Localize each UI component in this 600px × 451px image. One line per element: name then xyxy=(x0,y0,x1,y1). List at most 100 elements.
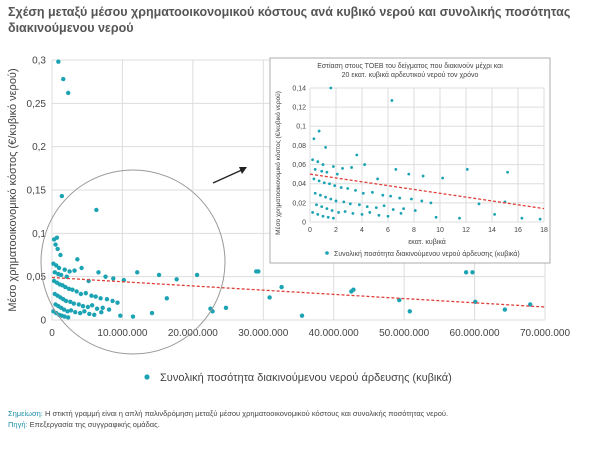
main-data-point xyxy=(76,302,81,307)
main-x-tick-label: 70.000.000 xyxy=(520,328,570,339)
main-data-point xyxy=(61,307,67,312)
inset-data-point xyxy=(319,193,322,197)
inset-x-tick-label: 4 xyxy=(360,227,364,234)
main-data-point xyxy=(58,272,64,278)
inset-y-tick-label: 0,04 xyxy=(292,181,306,188)
inset-data-point xyxy=(312,137,316,141)
main-legend-label: Συνολική ποσότητα διακινούμενου νερού άρ… xyxy=(160,372,452,384)
main-x-tick-label: 0 xyxy=(49,328,55,339)
main-data-point xyxy=(98,296,103,301)
inset-data-point xyxy=(429,201,433,205)
inset-data-point xyxy=(398,196,402,200)
main-data-point xyxy=(79,265,84,271)
main-x-tick-label: 30.000.000 xyxy=(238,328,288,339)
main-data-point xyxy=(62,267,67,272)
main-data-point xyxy=(70,287,75,292)
main-data-point xyxy=(164,296,169,301)
main-data-point xyxy=(156,272,162,278)
inset-title-line-2: 20 εκατ. κυβικά αρδευτικού νερού τον χρό… xyxy=(342,71,479,79)
inset-y-tick-label: 0,08 xyxy=(292,143,306,150)
main-data-point xyxy=(67,269,72,274)
main-x-tick-label: 10.000.000 xyxy=(97,328,147,339)
main-data-point xyxy=(71,301,77,306)
main-data-point xyxy=(68,308,74,313)
main-data-point xyxy=(104,297,110,302)
inset-data-point xyxy=(316,160,320,164)
main-data-point xyxy=(72,268,77,273)
main-data-point xyxy=(68,299,73,304)
main-data-point xyxy=(75,257,80,262)
main-data-point xyxy=(82,309,87,314)
inset-data-point xyxy=(342,200,346,204)
inset-data-point xyxy=(390,99,394,102)
main-y-tick-label: 0,1 xyxy=(32,229,46,240)
inset-data-point xyxy=(477,202,481,206)
inset-data-point xyxy=(325,170,329,174)
main-data-point xyxy=(407,309,412,314)
inset-x-tick-label: 6 xyxy=(386,227,390,234)
main-y-axis-label: Μέσο χρηματοοικονομικό κόστος (€/κυβικό … xyxy=(7,68,19,311)
inset-x-tick-label: 10 xyxy=(436,227,444,234)
source-text: Επεξεργασία της συγγραφικής ομάδας. xyxy=(27,420,160,429)
inset-data-point xyxy=(333,184,337,188)
main-y-tick-label: 0 xyxy=(40,316,46,327)
inset-data-point xyxy=(399,211,403,215)
inset-data-point xyxy=(313,191,317,195)
inset-legend-label: Συνολική ποσότητα διακινούμενου νερού άρ… xyxy=(334,250,520,258)
inset-data-point xyxy=(413,209,417,212)
inset-x-tick-label: 18 xyxy=(540,227,548,234)
inset-x-tick-label: 8 xyxy=(412,227,416,234)
inset-data-point xyxy=(329,86,333,90)
inset-data-point xyxy=(361,191,365,195)
inset-data-point xyxy=(343,210,347,213)
main-data-point xyxy=(85,304,91,310)
main-data-point xyxy=(53,242,58,247)
main-data-point xyxy=(77,310,83,316)
inset-data-point xyxy=(394,167,398,171)
main-data-point xyxy=(56,59,61,64)
main-data-point xyxy=(463,270,469,275)
main-data-point xyxy=(92,312,97,317)
inset-data-point xyxy=(321,214,325,218)
main-data-point xyxy=(65,309,70,314)
inset-data-point xyxy=(313,167,317,171)
main-data-point xyxy=(83,290,89,296)
main-x-tick-label: 50.000.000 xyxy=(379,328,429,339)
inset-x-axis-label: εκατ. κυβικά xyxy=(408,238,446,246)
zoom-arrowhead xyxy=(239,167,247,174)
inset-data-point xyxy=(332,216,335,220)
inset-data-point xyxy=(355,153,359,157)
inset-data-point xyxy=(465,167,469,171)
inset-data-point xyxy=(321,163,325,166)
main-data-point xyxy=(135,270,140,275)
main-data-point xyxy=(65,315,71,320)
inset-data-point xyxy=(317,179,321,183)
inset-y-tick-label: 0,12 xyxy=(292,105,306,112)
main-y-tick-label: 0,2 xyxy=(32,142,46,153)
inset-data-point xyxy=(351,211,355,215)
main-data-point xyxy=(106,307,112,312)
main-data-point xyxy=(94,207,99,213)
inset-title-line-1: Εστίαση στους ΤΟΕΒ του δείγματος που δια… xyxy=(317,62,503,70)
inset-y-axis-label: Μέσο χρηματοοικονομικό κόστος (€/κυβικό … xyxy=(274,91,282,235)
source-note: Πηγή: Επεξεργασία της συγγραφικής ομάδας… xyxy=(8,420,160,429)
inset-data-point xyxy=(332,165,335,168)
main-y-tick-label: 0,25 xyxy=(27,99,47,110)
note-label: Σημείωση: xyxy=(8,409,43,418)
main-data-point xyxy=(74,289,79,294)
inset-data-point xyxy=(520,216,524,220)
main-data-point xyxy=(55,246,60,252)
inset-data-point xyxy=(350,166,353,169)
inset-data-point xyxy=(368,211,372,214)
main-data-point xyxy=(96,270,101,275)
main-data-point xyxy=(397,297,402,303)
main-data-point xyxy=(89,303,95,308)
inset-legend-marker xyxy=(325,251,329,255)
main-data-point xyxy=(267,295,272,300)
inset-data-point xyxy=(329,197,333,201)
inset-data-point xyxy=(320,205,324,209)
main-data-point xyxy=(99,310,104,315)
inset-data-point xyxy=(391,208,395,211)
inset-data-point xyxy=(326,215,330,219)
chart-title: Σχέση μεταξύ μέσου χρηματοοικονομικού κό… xyxy=(8,5,571,35)
